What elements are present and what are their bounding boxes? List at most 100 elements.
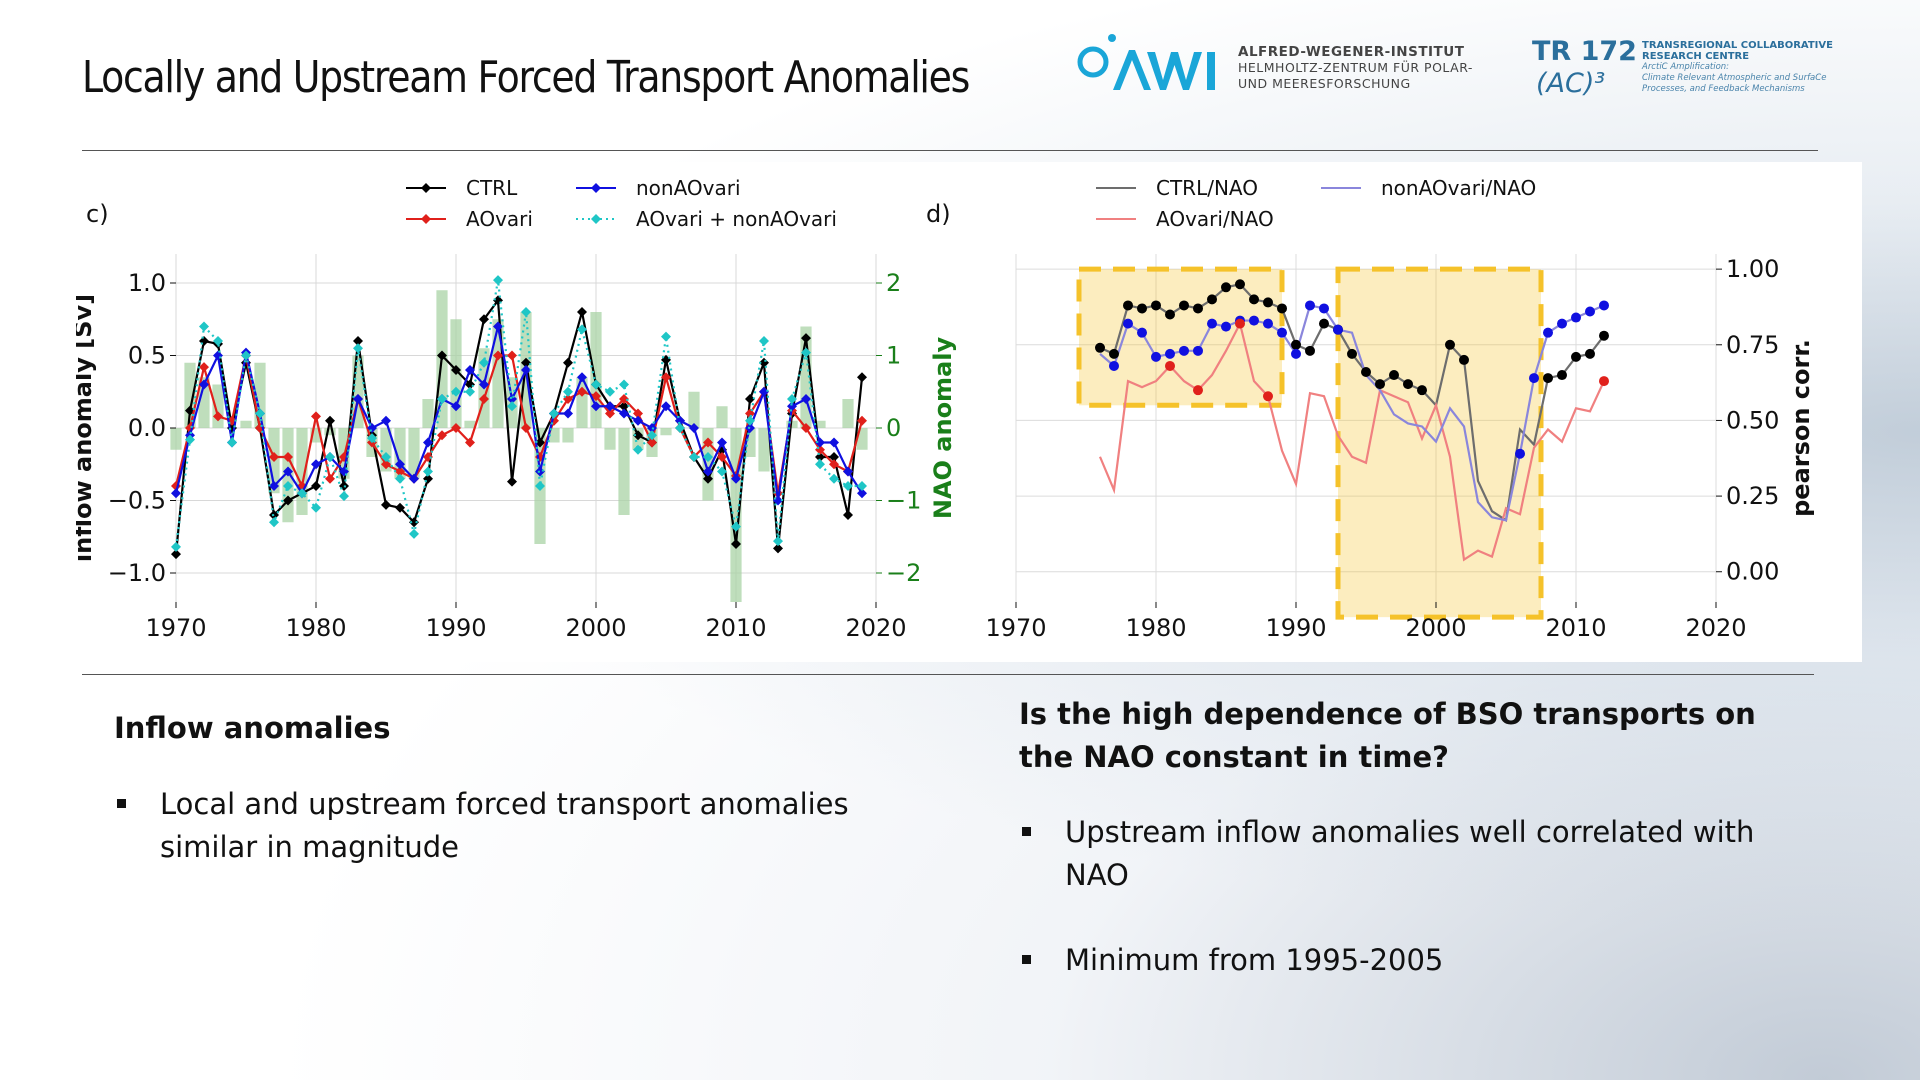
point-nonaovari_nao [1263, 318, 1273, 329]
point-sum [451, 386, 461, 397]
nao-bar [688, 391, 700, 428]
point-ctrl [815, 452, 825, 462]
point-ctrl_nao [1235, 279, 1245, 290]
point-aovari [437, 430, 447, 441]
point-sum [591, 379, 601, 390]
legend-label-aovari: AOvari [466, 207, 533, 231]
nao-bar [394, 428, 406, 479]
point-ctrl_nao [1445, 339, 1455, 350]
tr-sub-1: ArctiC Amplification: [1642, 62, 1730, 72]
c-ytick-right-label: 1 [886, 342, 901, 370]
bullet-square-icon [1022, 955, 1031, 964]
d-xtick-label: 2010 [1545, 614, 1606, 642]
point-sum [717, 466, 727, 477]
point-nonaovari [171, 488, 181, 499]
point-nonaovari [521, 365, 531, 375]
point-sum [535, 481, 545, 491]
legend-marker-nonaovari [591, 183, 601, 193]
point-ctrl [857, 372, 867, 383]
point-ctrl [563, 357, 573, 368]
point-nonaovari [451, 401, 461, 412]
point-ctrl_nao [1123, 300, 1133, 311]
point-nonaovari_nao [1151, 351, 1161, 362]
point-ctrl [479, 314, 489, 325]
point-sum [325, 452, 335, 462]
point-sum [465, 386, 475, 397]
point-sum [605, 386, 615, 397]
point-nonaovari [465, 365, 475, 375]
c-ylabel: inflow anomaly [Sv] [76, 294, 97, 562]
series-line-nonaovari [174, 326, 863, 501]
point-aovari_nao [1165, 360, 1175, 371]
point-aovari [521, 423, 531, 433]
point-nonaovari [381, 415, 391, 426]
point-nonaovari [633, 415, 643, 426]
point-nonaovari [605, 401, 615, 412]
point-ctrl [395, 502, 405, 513]
nao-bar [198, 377, 210, 428]
point-aovari [829, 459, 839, 470]
point-nonaovari_nao [1123, 318, 1133, 329]
point-aovari [213, 411, 223, 422]
point-nonaovari_nao [1557, 318, 1567, 329]
point-ctrl [409, 517, 419, 528]
point-ctrl_nao [1179, 300, 1189, 311]
legend-marker-sum [591, 214, 601, 224]
point-sum [759, 336, 769, 346]
d-ytick-label: 1.00 [1726, 255, 1779, 283]
c-xtick-label: 2010 [705, 614, 766, 642]
point-ctrl_nao [1375, 379, 1385, 390]
d-ytick-label: 0.50 [1726, 406, 1779, 434]
legend-label-nonaovari_nao: nonAOvari/NAO [1381, 176, 1536, 200]
nao-bar [548, 428, 560, 443]
nao-bar [240, 420, 252, 428]
nao-bar [856, 428, 868, 450]
point-ctrl_nao [1557, 370, 1567, 381]
point-nonaovari [689, 423, 699, 433]
point-ctrl_nao [1249, 294, 1259, 305]
figure-panel: 1970 1980 1990 2000 2010 2020 1.0 0.5 0.0 −0.5 −1.… [76, 162, 1862, 662]
bullet-square-icon [117, 799, 126, 808]
c-ytick-right-label: −1 [886, 487, 921, 515]
point-ctrl_nao [1459, 354, 1469, 365]
d-xtick-label: 2020 [1685, 614, 1746, 642]
c-xtick-label: 2000 [565, 614, 626, 642]
point-sum [339, 491, 349, 502]
right-bullet-2-text: Minimum from 1995-2005 [1065, 943, 1444, 977]
point-nonaovari_nao [1515, 448, 1525, 459]
point-aovari [325, 473, 335, 484]
legend-marker-ctrl [421, 183, 431, 193]
point-ctrl [577, 307, 587, 317]
legend-marker-aovari [421, 214, 431, 224]
point-ctrl [773, 543, 783, 554]
point-sum [241, 350, 251, 361]
point-ctrl_nao [1403, 379, 1413, 390]
point-ctrl_nao [1361, 367, 1371, 378]
point-ctrl_nao [1277, 303, 1287, 314]
point-ctrl_nao [1291, 339, 1301, 350]
awi-logo [1077, 34, 1215, 90]
point-nonaovari_nao [1599, 300, 1609, 311]
point-aovari_nao [1235, 318, 1245, 329]
point-sum [675, 423, 685, 433]
point-aovari [703, 437, 713, 448]
point-ctrl_nao [1305, 345, 1315, 356]
point-aovari_nao [1599, 376, 1609, 387]
legend-label-nonaovari: nonAOvari [636, 176, 741, 200]
point-ctrl [829, 452, 839, 462]
point-nonaovari [199, 379, 209, 390]
point-sum [843, 481, 853, 491]
c-ytick-right-label: 2 [886, 269, 901, 297]
point-aovari [269, 452, 279, 462]
point-nonaovari_nao [1137, 327, 1147, 338]
d-ytick-label: 0.25 [1726, 482, 1779, 510]
d-ytick-label: 0.75 [1726, 331, 1779, 359]
point-aovari [451, 423, 461, 433]
nao-bar [842, 399, 854, 428]
point-ctrl [381, 499, 391, 510]
point-sum [619, 379, 629, 390]
point-ctrl_nao [1319, 318, 1329, 329]
point-nonaovari [675, 415, 685, 426]
c-ylabel-right: NAO anomaly [929, 337, 957, 520]
nao-bar [296, 428, 308, 515]
